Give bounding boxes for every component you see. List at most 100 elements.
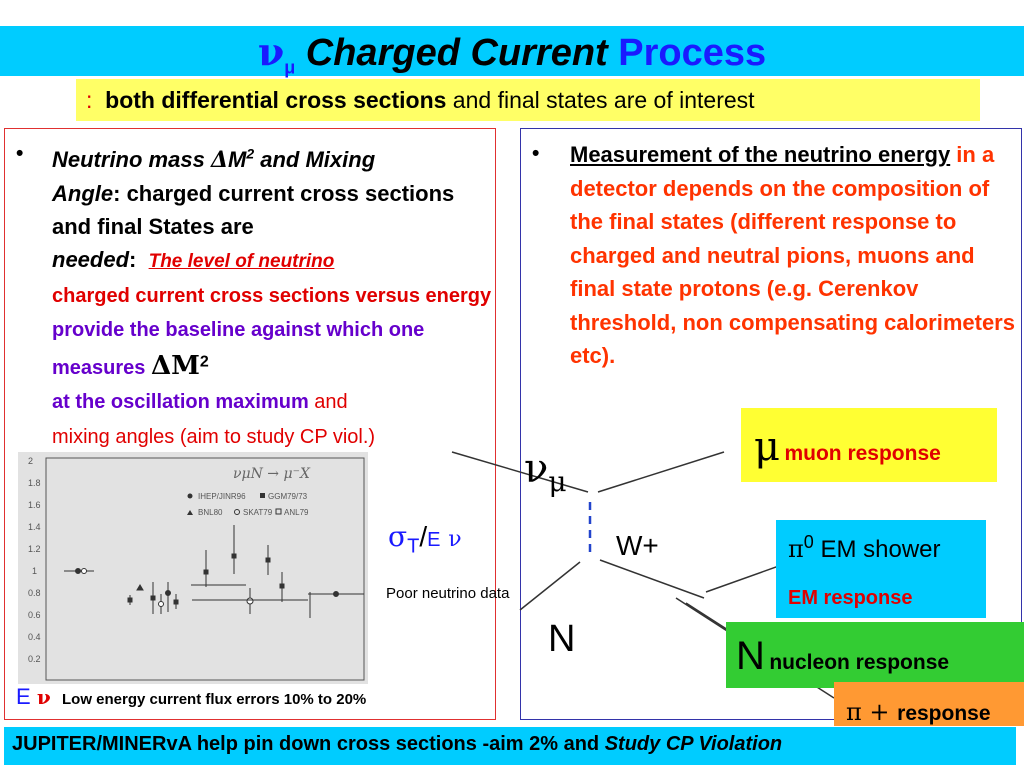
diagram-nu: νμ bbox=[524, 446, 567, 498]
muon-response: μ muon response bbox=[754, 424, 941, 470]
needed-word: needed bbox=[52, 247, 130, 273]
sigma-slash: / bbox=[419, 521, 428, 552]
ytick-0: 2 bbox=[28, 456, 33, 466]
ytick-9: 0.2 bbox=[28, 654, 41, 664]
e-nu-symbol: ν bbox=[36, 685, 51, 709]
em-response: EM response bbox=[788, 587, 913, 609]
sigma-label: σT/E ν bbox=[388, 520, 462, 559]
page-title: νμ Charged Current Process bbox=[0, 28, 1024, 92]
footer-bar bbox=[4, 727, 1016, 765]
piplus-label: response bbox=[897, 702, 991, 725]
ytick-5: 1 bbox=[32, 566, 37, 576]
neutrino-mass: Neutrino mass bbox=[52, 147, 211, 173]
needed-colon: : bbox=[129, 247, 137, 273]
legend-marker-ihep bbox=[187, 493, 193, 499]
legend-marker-ggm bbox=[260, 493, 265, 498]
legend-bnl: BNL80 bbox=[198, 508, 223, 517]
plot-reaction: νμN → μ⁻X bbox=[233, 466, 311, 482]
ytick-2: 1.6 bbox=[28, 500, 41, 510]
incoming-n-line bbox=[519, 561, 581, 611]
subtitle-bold: both differential cross sections bbox=[105, 87, 447, 113]
delta-symbol: Δ bbox=[210, 147, 229, 174]
title-nu: ν bbox=[257, 29, 285, 74]
nucleon-symbol: N bbox=[736, 634, 765, 678]
pt-15 bbox=[279, 583, 285, 589]
diagram-w: W+ bbox=[616, 530, 659, 561]
muon-symbol: μ bbox=[754, 424, 780, 470]
incoming-nu-line bbox=[451, 451, 589, 493]
title-charged-current: Charged Current bbox=[305, 32, 608, 74]
left-purple-text2: at the oscillation maximum bbox=[52, 390, 309, 413]
legend-marker-bnl bbox=[187, 510, 193, 515]
left-red-and: and bbox=[308, 390, 348, 413]
pt-6 bbox=[158, 601, 164, 607]
left-text: Neutrino mass ΔM2 and Mixing Angle: charg… bbox=[52, 138, 492, 454]
hadron-line bbox=[599, 559, 705, 599]
nucleon-label: nucleon response bbox=[769, 651, 950, 674]
measurement-text: Measurement of the neutrino energy bbox=[570, 142, 951, 167]
pt-2 bbox=[81, 568, 87, 574]
legend-skat: SKAT79 bbox=[243, 508, 273, 517]
e-nu-label: E ν bbox=[16, 684, 51, 710]
pt-5 bbox=[150, 595, 156, 601]
right-red-text: in a detector depends on the composition… bbox=[570, 142, 1015, 368]
left-bullet: • bbox=[16, 142, 24, 165]
flux-errors-text: Low energy current flux errors 10% to 20… bbox=[62, 691, 367, 708]
pt-1 bbox=[75, 568, 81, 574]
nucleon-box bbox=[726, 622, 1024, 688]
pt-14 bbox=[265, 557, 271, 563]
subtitle-box bbox=[76, 79, 980, 121]
nucleon-response: N nucleon response bbox=[736, 634, 949, 679]
e-letter: E bbox=[16, 684, 31, 709]
diagram-mu-sub: μ bbox=[548, 465, 567, 498]
ytick-1: 1.8 bbox=[28, 478, 41, 488]
right-panel bbox=[520, 128, 1022, 720]
ytick-6: 0.8 bbox=[28, 588, 41, 598]
poor-data-text: Poor neutrino data bbox=[386, 585, 510, 602]
legend-ihep: IHEP/JINR96 bbox=[198, 492, 246, 501]
piplus-symbol: π + bbox=[846, 698, 898, 726]
delta-m: ΔM bbox=[150, 350, 200, 381]
m-symbol: M bbox=[228, 147, 247, 173]
legend-marker-anl bbox=[275, 508, 282, 515]
left-line2: : charged current cross sections and fin… bbox=[52, 181, 455, 240]
legend-marker-skat bbox=[234, 509, 240, 515]
ytick-8: 0.4 bbox=[28, 632, 41, 642]
right-text: Measurement of the neutrino energy in a … bbox=[570, 138, 1020, 373]
piplus-response: π + response bbox=[846, 698, 991, 726]
legend-anl: ANL79 bbox=[284, 508, 309, 517]
plot-y-ticks: 2 1.8 1.6 1.4 1.2 1 0.8 0.6 0.4 0.2 bbox=[28, 456, 41, 664]
legend-ggm: GGM79/73 bbox=[268, 492, 308, 501]
muon-response-box bbox=[741, 408, 997, 482]
plot-svg: 2 1.8 1.6 1.4 1.2 1 0.8 0.6 0.4 0.2 νμN … bbox=[28, 456, 365, 681]
pt-4 bbox=[136, 584, 144, 591]
plot-frame bbox=[45, 457, 365, 681]
footer-italic: Study CP Violation bbox=[604, 733, 783, 755]
and-mixing: and Mixing bbox=[254, 147, 376, 173]
delta-m-squared: 2 bbox=[199, 353, 209, 371]
pt-11 bbox=[231, 553, 237, 559]
left-purple-text1: provide the baseline against which one m… bbox=[52, 319, 425, 379]
pt-9 bbox=[203, 569, 209, 575]
muon-label: muon response bbox=[784, 442, 941, 465]
pi0-line-text: π0 EM shower bbox=[788, 532, 941, 564]
subtitle-colon: : bbox=[86, 87, 93, 113]
sigma-symbol: σ bbox=[388, 520, 408, 553]
diagram-n: N bbox=[548, 618, 576, 660]
footer: JUPITER/MINERvA help pin down cross sect… bbox=[12, 733, 782, 756]
title-process: Process bbox=[618, 32, 767, 74]
sigma-e: E bbox=[427, 529, 441, 551]
cross-section-plot: 2 1.8 1.6 1.4 1.2 1 0.8 0.6 0.4 0.2 νμN … bbox=[18, 452, 368, 684]
pi0-label: EM shower bbox=[813, 536, 941, 563]
ytick-3: 1.4 bbox=[28, 522, 41, 532]
title-bar bbox=[0, 26, 1024, 76]
ytick-7: 0.6 bbox=[28, 610, 41, 620]
pt-3 bbox=[127, 597, 133, 603]
m-squared: 2 bbox=[246, 146, 255, 162]
piplus-box bbox=[834, 682, 1024, 726]
angle-word: Angle bbox=[52, 181, 114, 207]
subtitle: : both differential cross sections and f… bbox=[86, 86, 755, 114]
pi0-box bbox=[776, 520, 986, 618]
left-red-tail: mixing angles (aim to study CP viol.) bbox=[52, 425, 376, 448]
pt-7 bbox=[165, 590, 171, 596]
